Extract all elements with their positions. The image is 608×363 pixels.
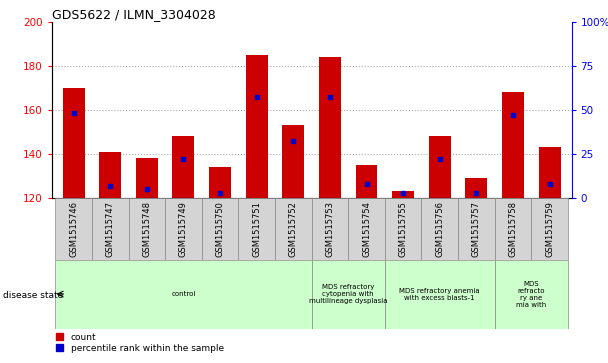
FancyBboxPatch shape <box>311 260 385 329</box>
Bar <box>282 125 304 198</box>
Text: GSM1515752: GSM1515752 <box>289 201 298 257</box>
FancyBboxPatch shape <box>165 198 202 260</box>
Text: GSM1515749: GSM1515749 <box>179 201 188 257</box>
Text: control: control <box>171 291 196 297</box>
Bar <box>246 55 268 198</box>
Text: GSM1515759: GSM1515759 <box>545 201 554 257</box>
Bar <box>465 178 488 198</box>
FancyBboxPatch shape <box>55 198 92 260</box>
FancyBboxPatch shape <box>238 198 275 260</box>
Text: GSM1515757: GSM1515757 <box>472 201 481 257</box>
FancyBboxPatch shape <box>385 198 421 260</box>
FancyBboxPatch shape <box>128 198 165 260</box>
FancyBboxPatch shape <box>531 198 568 260</box>
Text: MDS
refracto
ry ane
mia with: MDS refracto ry ane mia with <box>516 281 547 307</box>
Text: GSM1515758: GSM1515758 <box>508 201 517 257</box>
Bar <box>539 147 561 198</box>
Text: GSM1515751: GSM1515751 <box>252 201 261 257</box>
Text: GSM1515750: GSM1515750 <box>216 201 224 257</box>
FancyBboxPatch shape <box>348 198 385 260</box>
Text: GSM1515747: GSM1515747 <box>106 201 115 257</box>
Bar <box>429 136 451 198</box>
Text: disease state: disease state <box>3 291 63 300</box>
Text: GSM1515755: GSM1515755 <box>399 201 407 257</box>
Bar <box>63 88 85 198</box>
FancyBboxPatch shape <box>311 198 348 260</box>
Text: GSM1515748: GSM1515748 <box>142 201 151 257</box>
Text: MDS refractory
cytopenia with
multilineage dysplasia: MDS refractory cytopenia with multilinea… <box>309 284 387 304</box>
Text: GSM1515756: GSM1515756 <box>435 201 444 257</box>
Bar <box>173 136 195 198</box>
FancyBboxPatch shape <box>495 198 531 260</box>
FancyBboxPatch shape <box>202 198 238 260</box>
FancyBboxPatch shape <box>495 260 568 329</box>
FancyBboxPatch shape <box>275 198 311 260</box>
Bar <box>319 57 341 198</box>
Bar <box>502 92 524 198</box>
FancyBboxPatch shape <box>458 198 495 260</box>
Text: GSM1515746: GSM1515746 <box>69 201 78 257</box>
Bar <box>99 152 121 198</box>
Text: MDS refractory anemia
with excess blasts-1: MDS refractory anemia with excess blasts… <box>399 287 480 301</box>
Bar <box>136 158 158 198</box>
Text: GSM1515753: GSM1515753 <box>325 201 334 257</box>
FancyBboxPatch shape <box>92 198 128 260</box>
Text: GDS5622 / ILMN_3304028: GDS5622 / ILMN_3304028 <box>52 8 215 21</box>
FancyBboxPatch shape <box>421 198 458 260</box>
FancyBboxPatch shape <box>385 260 495 329</box>
FancyBboxPatch shape <box>55 260 311 329</box>
Bar <box>209 167 231 198</box>
Bar <box>356 165 378 198</box>
Bar <box>392 191 414 198</box>
Legend: count, percentile rank within the sample: count, percentile rank within the sample <box>56 333 224 353</box>
Text: GSM1515754: GSM1515754 <box>362 201 371 257</box>
